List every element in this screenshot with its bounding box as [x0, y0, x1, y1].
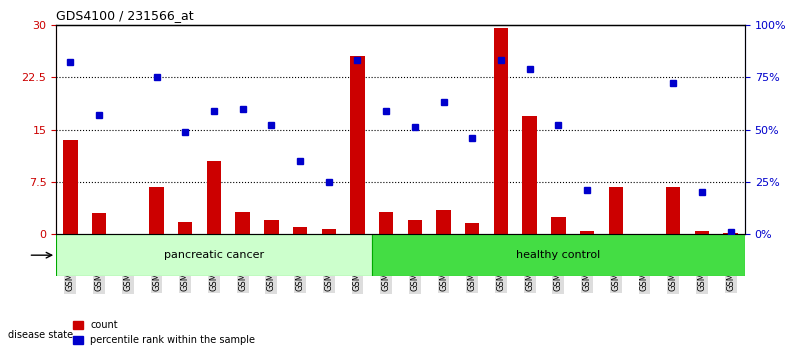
Bar [580, 232, 594, 234]
Bar [149, 187, 163, 234]
FancyBboxPatch shape [56, 234, 372, 276]
Bar [694, 231, 709, 234]
Bar [493, 28, 508, 234]
Bar [235, 212, 250, 234]
Bar [178, 222, 192, 234]
FancyBboxPatch shape [380, 240, 392, 293]
FancyBboxPatch shape [696, 240, 708, 293]
Bar [465, 223, 480, 234]
FancyBboxPatch shape [151, 240, 163, 293]
Bar [379, 212, 393, 234]
Bar [350, 56, 364, 234]
FancyBboxPatch shape [122, 240, 134, 293]
FancyBboxPatch shape [466, 240, 478, 293]
Bar [437, 210, 451, 234]
Bar [264, 219, 279, 234]
FancyBboxPatch shape [553, 240, 564, 293]
Text: disease state: disease state [8, 330, 73, 339]
FancyBboxPatch shape [179, 240, 191, 293]
Text: pancreatic cancer: pancreatic cancer [164, 250, 264, 260]
FancyBboxPatch shape [437, 240, 449, 293]
FancyBboxPatch shape [65, 240, 76, 293]
FancyBboxPatch shape [725, 240, 736, 293]
FancyBboxPatch shape [352, 240, 364, 293]
FancyBboxPatch shape [93, 240, 105, 293]
FancyBboxPatch shape [294, 240, 306, 293]
FancyBboxPatch shape [638, 240, 650, 293]
Bar [63, 140, 78, 234]
FancyBboxPatch shape [372, 234, 745, 276]
Bar [666, 187, 680, 234]
Bar [609, 187, 623, 234]
Bar [551, 217, 566, 234]
Legend: count, percentile rank within the sample: count, percentile rank within the sample [69, 316, 260, 349]
FancyBboxPatch shape [495, 240, 507, 293]
FancyBboxPatch shape [208, 240, 219, 293]
Bar [522, 115, 537, 234]
Text: GDS4100 / 231566_at: GDS4100 / 231566_at [56, 9, 194, 22]
FancyBboxPatch shape [409, 240, 421, 293]
FancyBboxPatch shape [582, 240, 593, 293]
Bar [723, 233, 738, 234]
FancyBboxPatch shape [323, 240, 335, 293]
Bar [321, 229, 336, 234]
FancyBboxPatch shape [237, 240, 248, 293]
FancyBboxPatch shape [265, 240, 277, 293]
FancyBboxPatch shape [524, 240, 536, 293]
FancyBboxPatch shape [610, 240, 622, 293]
Bar [293, 227, 308, 234]
Text: healthy control: healthy control [516, 250, 601, 260]
FancyBboxPatch shape [667, 240, 679, 293]
Bar [408, 220, 422, 234]
Bar [92, 213, 107, 234]
Bar [207, 161, 221, 234]
